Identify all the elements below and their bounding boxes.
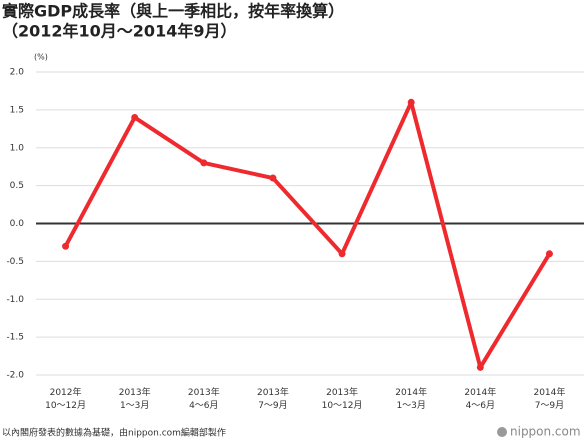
y-tick-label: -0.5 — [6, 257, 24, 267]
y-tick-label: -1.0 — [6, 295, 24, 305]
logo: nippon.com — [510, 425, 581, 439]
x-tick-label: 2014年 1～3月 — [395, 386, 427, 411]
x-tick-label: 2012年 10～12月 — [45, 386, 86, 411]
y-tick-label: 1.0 — [10, 143, 25, 153]
data-line — [63, 100, 552, 370]
data-point — [545, 250, 553, 258]
data-point — [407, 98, 415, 106]
x-tick-label: 2014年 4～6月 — [464, 386, 496, 411]
y-tick-label: 0.0 — [10, 219, 25, 229]
data-point — [200, 159, 208, 167]
y-tick-label: -2.0 — [6, 371, 24, 381]
data-point — [269, 174, 277, 182]
source-note: 以內閣府發表的數據為基礎，由nippon.com編輯部製作 — [2, 427, 226, 439]
data-point — [476, 363, 484, 371]
chart-subtitle: （2012年10月～2014年9月） — [2, 22, 236, 41]
x-tick-label: 2013年 7～9月 — [257, 386, 289, 411]
data-point — [131, 113, 139, 121]
x-tick-label: 2013年 1～3月 — [119, 386, 151, 411]
y-unit: (%) — [34, 53, 48, 62]
y-tick-label: 2.0 — [10, 68, 25, 78]
x-tick-label: 2014年 7～9月 — [533, 386, 565, 411]
data-point — [338, 250, 346, 258]
x-tick-label: 2013年 4～6月 — [188, 386, 220, 411]
chart-title: 實際GDP成長率（與上一季相比，按年率換算） — [2, 2, 344, 21]
x-tick-label: 2013年 10～12月 — [322, 386, 363, 411]
data-point — [62, 242, 70, 250]
y-tick-label: 0.5 — [10, 181, 24, 191]
y-tick-label: -1.5 — [6, 333, 24, 343]
y-tick-label: 1.5 — [10, 105, 24, 115]
logo-icon — [497, 427, 507, 437]
